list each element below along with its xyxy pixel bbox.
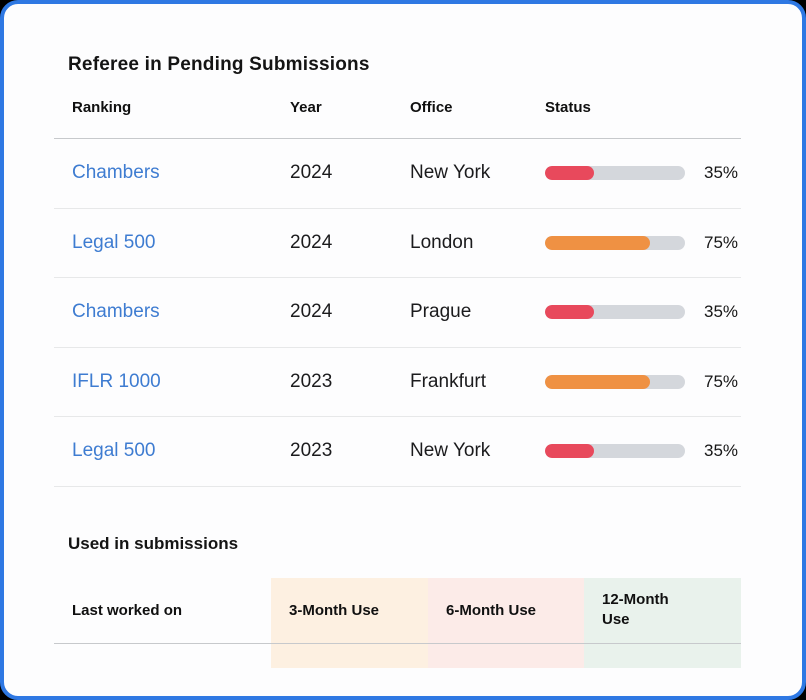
used-in-submissions-title: Used in submissions bbox=[68, 533, 239, 553]
progress-bar-fill bbox=[545, 444, 594, 459]
pending-submissions-title: Referee in Pending Submissions bbox=[68, 54, 370, 75]
progress-bar bbox=[545, 166, 685, 181]
table-header-row: Ranking Year Office Status bbox=[54, 76, 741, 139]
table-row: Chambers 2024 Prague 35% bbox=[54, 278, 741, 348]
column-header-status: Status bbox=[545, 98, 591, 116]
status-cell: 75% bbox=[527, 233, 741, 253]
progress-bar-fill bbox=[545, 166, 594, 181]
ranking-link[interactable]: Chambers bbox=[72, 301, 160, 323]
table-row: Chambers 2024 New York 35% bbox=[54, 139, 741, 209]
progress-bar bbox=[545, 374, 685, 389]
progress-bar-fill bbox=[545, 374, 650, 389]
column-header-12-month-use: 12-Month Use bbox=[584, 577, 741, 644]
year-cell: 2024 bbox=[290, 231, 333, 253]
column-header-year: Year bbox=[290, 98, 322, 116]
office-cell: New York bbox=[410, 162, 491, 184]
progress-percent: 75% bbox=[704, 371, 739, 391]
ranking-link[interactable]: Legal 500 bbox=[72, 440, 156, 462]
progress-percent: 35% bbox=[704, 441, 739, 461]
body-cell bbox=[271, 643, 428, 668]
status-cell: 35% bbox=[527, 163, 741, 183]
table-row: Legal 500 2023 New York 35% bbox=[54, 417, 741, 487]
year-cell: 2024 bbox=[290, 162, 333, 184]
status-cell: 75% bbox=[527, 372, 741, 392]
column-header-6-month-use: 6-Month Use bbox=[428, 577, 584, 644]
progress-percent: 35% bbox=[704, 302, 739, 322]
ranking-link[interactable]: IFLR 1000 bbox=[72, 370, 161, 392]
office-cell: Frankfurt bbox=[410, 370, 487, 392]
pending-submissions-table: Ranking Year Office Status Chambers 2024… bbox=[54, 76, 741, 487]
column-header-last-worked-on: Last worked on bbox=[54, 578, 271, 644]
body-cell bbox=[428, 643, 584, 668]
progress-bar-fill bbox=[545, 305, 594, 320]
column-header-office: Office bbox=[410, 98, 453, 116]
office-cell: New York bbox=[410, 440, 491, 462]
progress-percent: 35% bbox=[704, 163, 739, 183]
progress-bar-fill bbox=[545, 235, 650, 250]
ranking-link[interactable]: Legal 500 bbox=[72, 231, 156, 253]
status-cell: 35% bbox=[527, 441, 741, 461]
used-table-header-row: Last worked on 3-Month Use 6-Month Use 1… bbox=[54, 577, 741, 644]
column-header-3-month-use: 3-Month Use bbox=[271, 577, 428, 644]
office-cell: London bbox=[410, 231, 474, 253]
office-cell: Prague bbox=[410, 301, 472, 323]
year-cell: 2023 bbox=[290, 440, 333, 462]
table-row: Legal 500 2024 London 75% bbox=[54, 209, 741, 278]
ranking-link[interactable]: Chambers bbox=[72, 162, 160, 184]
progress-bar bbox=[545, 305, 685, 320]
year-cell: 2023 bbox=[290, 370, 333, 392]
progress-bar bbox=[545, 444, 685, 459]
used-in-submissions-table: Last worked on 3-Month Use 6-Month Use 1… bbox=[54, 577, 741, 668]
status-cell: 35% bbox=[527, 302, 741, 322]
body-cell bbox=[584, 643, 741, 668]
column-header-ranking: Ranking bbox=[72, 98, 132, 116]
table-row: IFLR 1000 2023 Frankfurt 75% bbox=[54, 348, 741, 417]
body-cell bbox=[54, 644, 271, 668]
progress-percent: 75% bbox=[704, 232, 739, 252]
year-cell: 2024 bbox=[290, 301, 333, 323]
progress-bar bbox=[545, 235, 685, 250]
used-table-body-strip bbox=[54, 643, 741, 668]
